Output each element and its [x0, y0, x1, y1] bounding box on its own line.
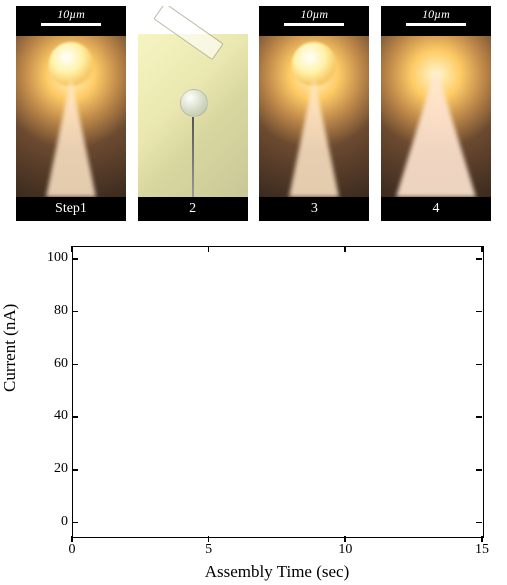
micrograph-step3: 10µm 3: [259, 6, 369, 221]
y-tick-mark: [72, 364, 78, 366]
y-tick-label: 60: [28, 356, 68, 372]
y-tick-mark: [476, 522, 482, 524]
step-label: 2: [138, 197, 248, 221]
droplet: [180, 89, 208, 117]
micrograph-step1: 10µm Step1: [16, 6, 126, 221]
step-label: 4: [381, 197, 491, 221]
x-axis-label: Assembly Time (sec): [72, 562, 482, 582]
micrograph-photo: [138, 34, 248, 197]
probe-tip: [396, 67, 476, 197]
current-vs-time-chart: Current (nA) Assembly Time (sec) 0 20 40 60…: [0, 232, 507, 582]
y-tick-mark: [476, 258, 482, 260]
x-tick-mark: [344, 246, 346, 252]
plot-area: [72, 246, 484, 538]
x-tick-label: 15: [467, 542, 497, 558]
y-tick-label: 0: [28, 514, 68, 530]
y-tick-label: 80: [28, 303, 68, 319]
probe-tip: [289, 77, 339, 197]
figure: 10µm Step1 2 10µm: [0, 0, 507, 585]
x-tick-mark: [481, 246, 483, 252]
y-tick-mark: [72, 416, 78, 418]
y-tick-label: 20: [28, 461, 68, 477]
x-tick-label: 10: [330, 542, 360, 558]
scale-bar-label: 10µm: [301, 8, 329, 20]
pipette-body: [153, 6, 223, 60]
scale-bar-line: [41, 23, 101, 26]
y-tick-mark: [476, 416, 482, 418]
needle-tip: [192, 117, 194, 197]
x-tick-mark: [71, 246, 73, 252]
y-tick-mark: [476, 469, 482, 471]
scale-bar-line: [406, 23, 466, 26]
y-tick-mark: [72, 258, 78, 260]
y-tick-label: 40: [28, 408, 68, 424]
x-tick-label: 0: [57, 542, 87, 558]
micrograph-step2: 2: [138, 6, 248, 221]
micrograph-step4: 10µm 4: [381, 6, 491, 221]
y-tick-mark: [72, 311, 78, 313]
probe-tip: [46, 77, 96, 197]
scale-bar: 10µm: [16, 6, 126, 36]
chart-svg: [73, 247, 483, 537]
micrograph-photo: [381, 34, 491, 197]
scale-bar: 10µm: [259, 6, 369, 36]
step-label: Step1: [16, 197, 126, 221]
micrograph-row: 10µm Step1 2 10µm: [0, 0, 507, 221]
y-tick-mark: [72, 469, 78, 471]
y-tick-label: 100: [28, 250, 68, 266]
scale-bar-line: [284, 23, 344, 26]
x-tick-mark: [481, 536, 483, 542]
x-tick-mark: [71, 536, 73, 542]
x-tick-mark: [208, 246, 210, 252]
scale-bar-label: 10µm: [422, 8, 450, 20]
y-tick-mark: [72, 522, 78, 524]
y-tick-mark: [476, 364, 482, 366]
y-tick-mark: [476, 311, 482, 313]
scale-bar: 10µm: [381, 6, 491, 36]
step-label: 3: [259, 197, 369, 221]
micrograph-photo: [259, 34, 369, 197]
x-tick-label: 5: [194, 542, 224, 558]
x-tick-mark: [344, 536, 346, 542]
x-tick-mark: [208, 536, 210, 542]
y-axis-label: Current (nA): [0, 304, 20, 392]
micrograph-photo: [16, 34, 126, 197]
scale-bar-label: 10µm: [57, 8, 85, 20]
